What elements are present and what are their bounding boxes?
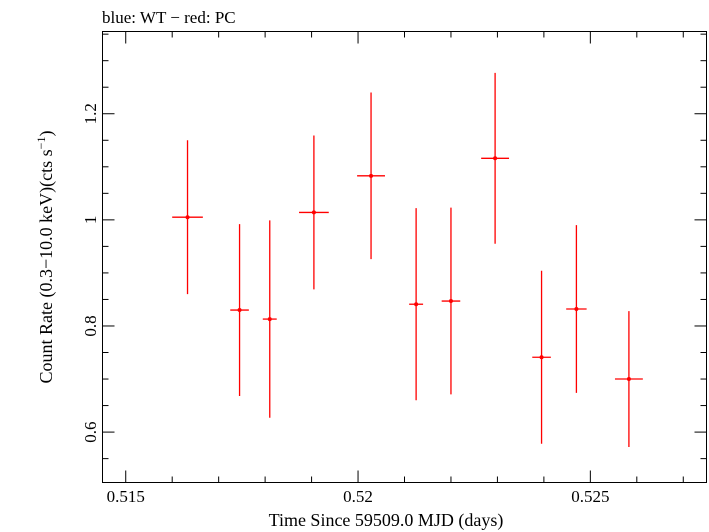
data-marker: [448, 299, 453, 304]
data-marker: [493, 156, 498, 161]
x-axis-ticks: [125, 31, 684, 483]
chart-title: blue: WT − red: PC: [102, 8, 236, 27]
data-marker: [574, 306, 579, 311]
data-marker: [311, 210, 316, 215]
x-tick-label: 0.525: [571, 487, 609, 506]
y-axis-label-main: Count Rate (0.3−10.0 keV)(cts s: [36, 149, 57, 383]
y-axis-label-exponent: −1: [34, 137, 48, 150]
y-axis-ticks: [102, 33, 707, 460]
data-marker: [414, 302, 419, 307]
x-axis-label: Time Since 59509.0 MJD (days): [269, 510, 504, 531]
data-marker: [626, 377, 631, 382]
data-point: [441, 207, 461, 395]
y-axis-label-end: ): [36, 131, 57, 137]
y-tick-label: 1.2: [81, 103, 100, 124]
data-points: [172, 72, 643, 447]
data-marker: [539, 355, 544, 360]
plot-frame: [102, 31, 707, 483]
data-marker: [237, 308, 242, 313]
data-point: [357, 92, 385, 260]
data-point: [532, 270, 551, 444]
data-marker: [185, 215, 190, 220]
x-axis-tick-labels: 0.515 0.52 0.525: [107, 487, 610, 506]
data-marker: [267, 317, 272, 322]
x-tick-label: 0.515: [107, 487, 145, 506]
data-point: [299, 135, 329, 290]
y-tick-label: 1: [81, 216, 100, 225]
y-tick-label: 0.6: [81, 421, 100, 442]
y-axis-label: Count Rate (0.3−10.0 keV)(cts s−1): [34, 131, 57, 384]
data-point: [566, 225, 587, 393]
y-tick-label: 0.8: [81, 315, 100, 336]
y-axis-tick-labels: 0.6 0.8 1 1.2: [81, 103, 100, 443]
x-tick-label: 0.52: [343, 487, 373, 506]
data-marker: [369, 173, 374, 178]
data-point: [262, 220, 277, 418]
data-point: [172, 140, 203, 295]
data-point: [230, 224, 249, 397]
data-point: [409, 208, 424, 401]
data-point: [614, 311, 643, 447]
data-point: [481, 72, 510, 244]
